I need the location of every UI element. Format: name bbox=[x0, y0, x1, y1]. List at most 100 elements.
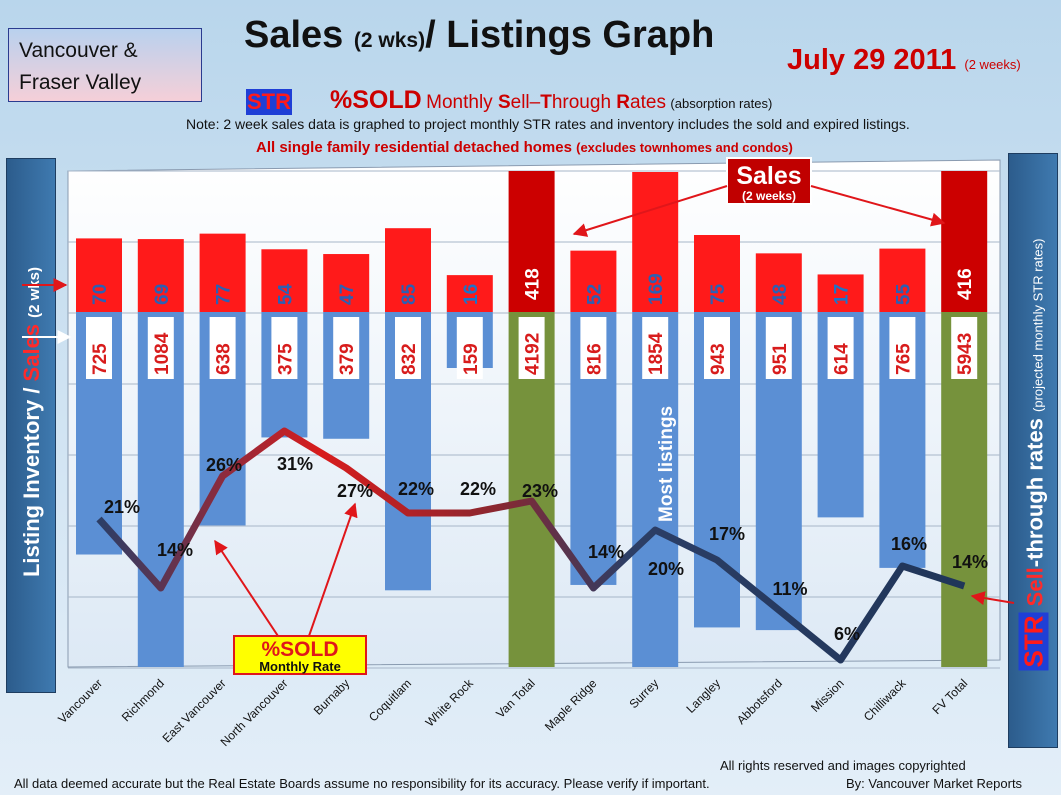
sales-value-label: 55 bbox=[893, 283, 914, 305]
subtitle-monthly: Monthly bbox=[426, 92, 498, 113]
listing-label-box bbox=[827, 317, 854, 379]
str-value-label: 17% bbox=[709, 524, 745, 544]
listing-label-box bbox=[456, 317, 483, 379]
listing-value-label: 765 bbox=[893, 343, 914, 375]
chart-subtitle: %SOLD Monthly Sell–Through Rates (absorp… bbox=[330, 86, 772, 115]
subtitle-absorption: (absorption rates) bbox=[670, 96, 773, 111]
sales-bar bbox=[632, 172, 679, 312]
listing-value-label: 832 bbox=[399, 343, 420, 375]
sales-value-label: 48 bbox=[770, 284, 791, 305]
category-label: Chilliwack bbox=[861, 676, 909, 724]
listing-value-label: 951 bbox=[770, 343, 791, 375]
category-label: Van Total bbox=[493, 676, 538, 721]
sales-callout-title: Sales bbox=[736, 162, 801, 190]
category-label: Surrey bbox=[626, 676, 661, 711]
category-label: Abbotsford bbox=[734, 676, 785, 727]
listing-label-box bbox=[147, 317, 174, 379]
listing-value-label: 5943 bbox=[955, 333, 976, 375]
subtitle-ell: ell bbox=[510, 92, 530, 113]
listing-value-label: 159 bbox=[461, 343, 482, 375]
right-axis-panel: STR Sell-through rates (projected monthl… bbox=[1008, 153, 1058, 748]
listing-label-box bbox=[704, 317, 730, 379]
title-rest: / Listings Graph bbox=[425, 14, 715, 56]
listing-value-label: 1084 bbox=[152, 332, 173, 375]
listing-label-box bbox=[86, 317, 112, 379]
category-label: Langley bbox=[683, 676, 723, 716]
bar-series: 70 69 77 54 47 85 16 418 52 169 75 48 17 55 416 725 1084… bbox=[76, 171, 988, 667]
region-line-2: Fraser Valley bbox=[19, 71, 142, 94]
sold-arrow-right bbox=[308, 502, 358, 637]
listing-value-label: 379 bbox=[337, 343, 358, 375]
category-label: East Vancouver bbox=[160, 676, 229, 745]
listing-value-label: 638 bbox=[214, 343, 235, 375]
sales-annotation: Sales (2 weeks) bbox=[572, 157, 946, 237]
sold-callout-box bbox=[233, 635, 367, 675]
listing-value-label: 943 bbox=[708, 343, 729, 375]
listing-label-box bbox=[333, 317, 360, 379]
sales-arrow-left bbox=[572, 185, 728, 237]
category-label: White Rock bbox=[423, 676, 477, 730]
sales-value-label: 16 bbox=[461, 284, 482, 305]
sales-callout-box bbox=[726, 157, 812, 205]
sold-callout-sub: Monthly Rate bbox=[259, 659, 341, 674]
subtitle-sold: %SOLD bbox=[330, 86, 422, 114]
category-label: Vancouver bbox=[55, 676, 105, 726]
report-date: July 29 2011 (2 weeks) bbox=[787, 44, 1021, 77]
sold-arrow-left bbox=[214, 539, 279, 637]
str-value-label: 27% bbox=[337, 481, 373, 501]
str-value-label: 22% bbox=[398, 479, 434, 499]
subtitle-s: S bbox=[497, 92, 511, 113]
str-value-label: 14% bbox=[952, 552, 988, 572]
sales-value-label: 85 bbox=[399, 283, 420, 305]
str-badge: STR bbox=[246, 89, 292, 115]
sales-bar bbox=[694, 235, 740, 312]
subtitle-t: T bbox=[540, 92, 552, 113]
str-value-label: 6% bbox=[834, 624, 860, 644]
str-value-label: 26% bbox=[206, 455, 242, 475]
report-date-main: July 29 2011 bbox=[787, 44, 957, 76]
subtitle-hrough: hrough bbox=[551, 92, 617, 113]
listing-value-label: 4192 bbox=[523, 333, 544, 375]
sales-value-label: 169 bbox=[646, 273, 667, 305]
sales-bar bbox=[385, 228, 431, 312]
region-line-1: Vancouver & bbox=[19, 39, 138, 62]
sales-bar bbox=[941, 171, 988, 312]
listing-value-label: 816 bbox=[584, 343, 605, 375]
listing-label-box bbox=[271, 317, 298, 379]
footer-rights: All rights reserved and images copyright… bbox=[720, 758, 966, 773]
str-value-label: 31% bbox=[277, 454, 313, 474]
right-str-arrow bbox=[970, 591, 1015, 605]
listing-label-box bbox=[889, 317, 916, 379]
sales-value-label: 77 bbox=[214, 284, 235, 305]
str-value-label: 11% bbox=[772, 579, 807, 599]
listing-value-label: 614 bbox=[832, 343, 853, 375]
category-label: Maple Ridge bbox=[542, 676, 600, 734]
sales-value-label: 75 bbox=[708, 283, 729, 305]
listing-label-box bbox=[765, 317, 792, 379]
subtitle-ates: ates bbox=[630, 92, 666, 113]
sold-annotation: %SOLD Monthly Rate bbox=[214, 502, 367, 675]
sales-bar bbox=[137, 239, 184, 312]
str-value-label: 20% bbox=[648, 559, 684, 579]
str-value-label: 22% bbox=[460, 479, 496, 499]
sales-arrow-right bbox=[810, 185, 946, 227]
sales-bar bbox=[76, 238, 122, 312]
sales-bar bbox=[323, 254, 370, 312]
scope-excludes: (excludes townhomes and condos) bbox=[576, 140, 793, 155]
report-date-period: (2 weeks) bbox=[964, 57, 1021, 72]
listing-label-box bbox=[209, 317, 236, 379]
sales-bar bbox=[508, 171, 555, 312]
chart-scope: All single family residential detached h… bbox=[256, 139, 793, 156]
str-value-label: 14% bbox=[588, 542, 624, 562]
category-label: Coquitlam bbox=[366, 676, 414, 724]
most-listings-label: Most listings bbox=[656, 406, 677, 522]
footer-disclaimer: All data deemed accurate but the Real Es… bbox=[14, 776, 710, 791]
listing-label-box bbox=[580, 317, 607, 379]
listing-label-box bbox=[642, 317, 669, 379]
listing-value-label: 1854 bbox=[646, 332, 667, 375]
sales-value-label: 47 bbox=[337, 284, 358, 305]
str-value-label: 16% bbox=[891, 534, 927, 554]
footer-byline: By: Vancouver Market Reports bbox=[846, 776, 1023, 791]
